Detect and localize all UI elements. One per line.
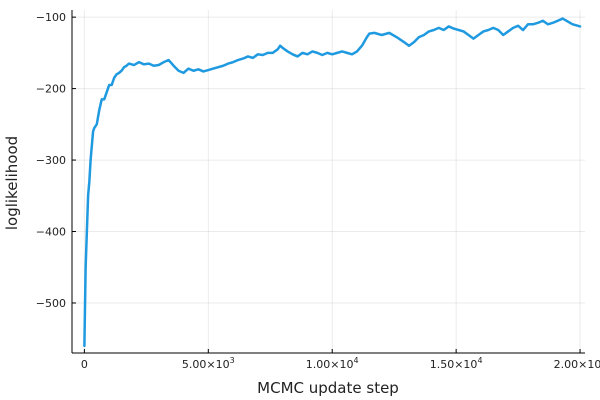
x-axis-title: MCMC update step — [257, 379, 399, 397]
series — [83, 17, 582, 348]
y-tick-label-1: −200 — [36, 83, 66, 96]
y-tick-label-2: −300 — [36, 154, 66, 167]
y-tick-label-3: −400 — [36, 226, 66, 239]
x-tick-label-2: 1.00×104 — [306, 356, 359, 371]
y-axis-title: loglikelihood — [3, 136, 21, 230]
y-tick-label-4: −500 — [36, 297, 66, 310]
x-tick-label-3: 1.50×104 — [430, 356, 483, 371]
x-tick-label-4: 2.00×104 — [554, 356, 600, 371]
x-tick-label-0: 0 — [81, 358, 88, 371]
series-line-0 — [83, 17, 582, 348]
x-tick-label-1: 5.00×103 — [182, 356, 235, 371]
y-tick-label-0: −100 — [36, 11, 66, 24]
tick-labels: 0 5.00×103 1.00×104 1.50×104 2.00×104 −100 −20… — [36, 11, 600, 371]
axes — [71, 10, 585, 354]
grid — [72, 10, 585, 353]
